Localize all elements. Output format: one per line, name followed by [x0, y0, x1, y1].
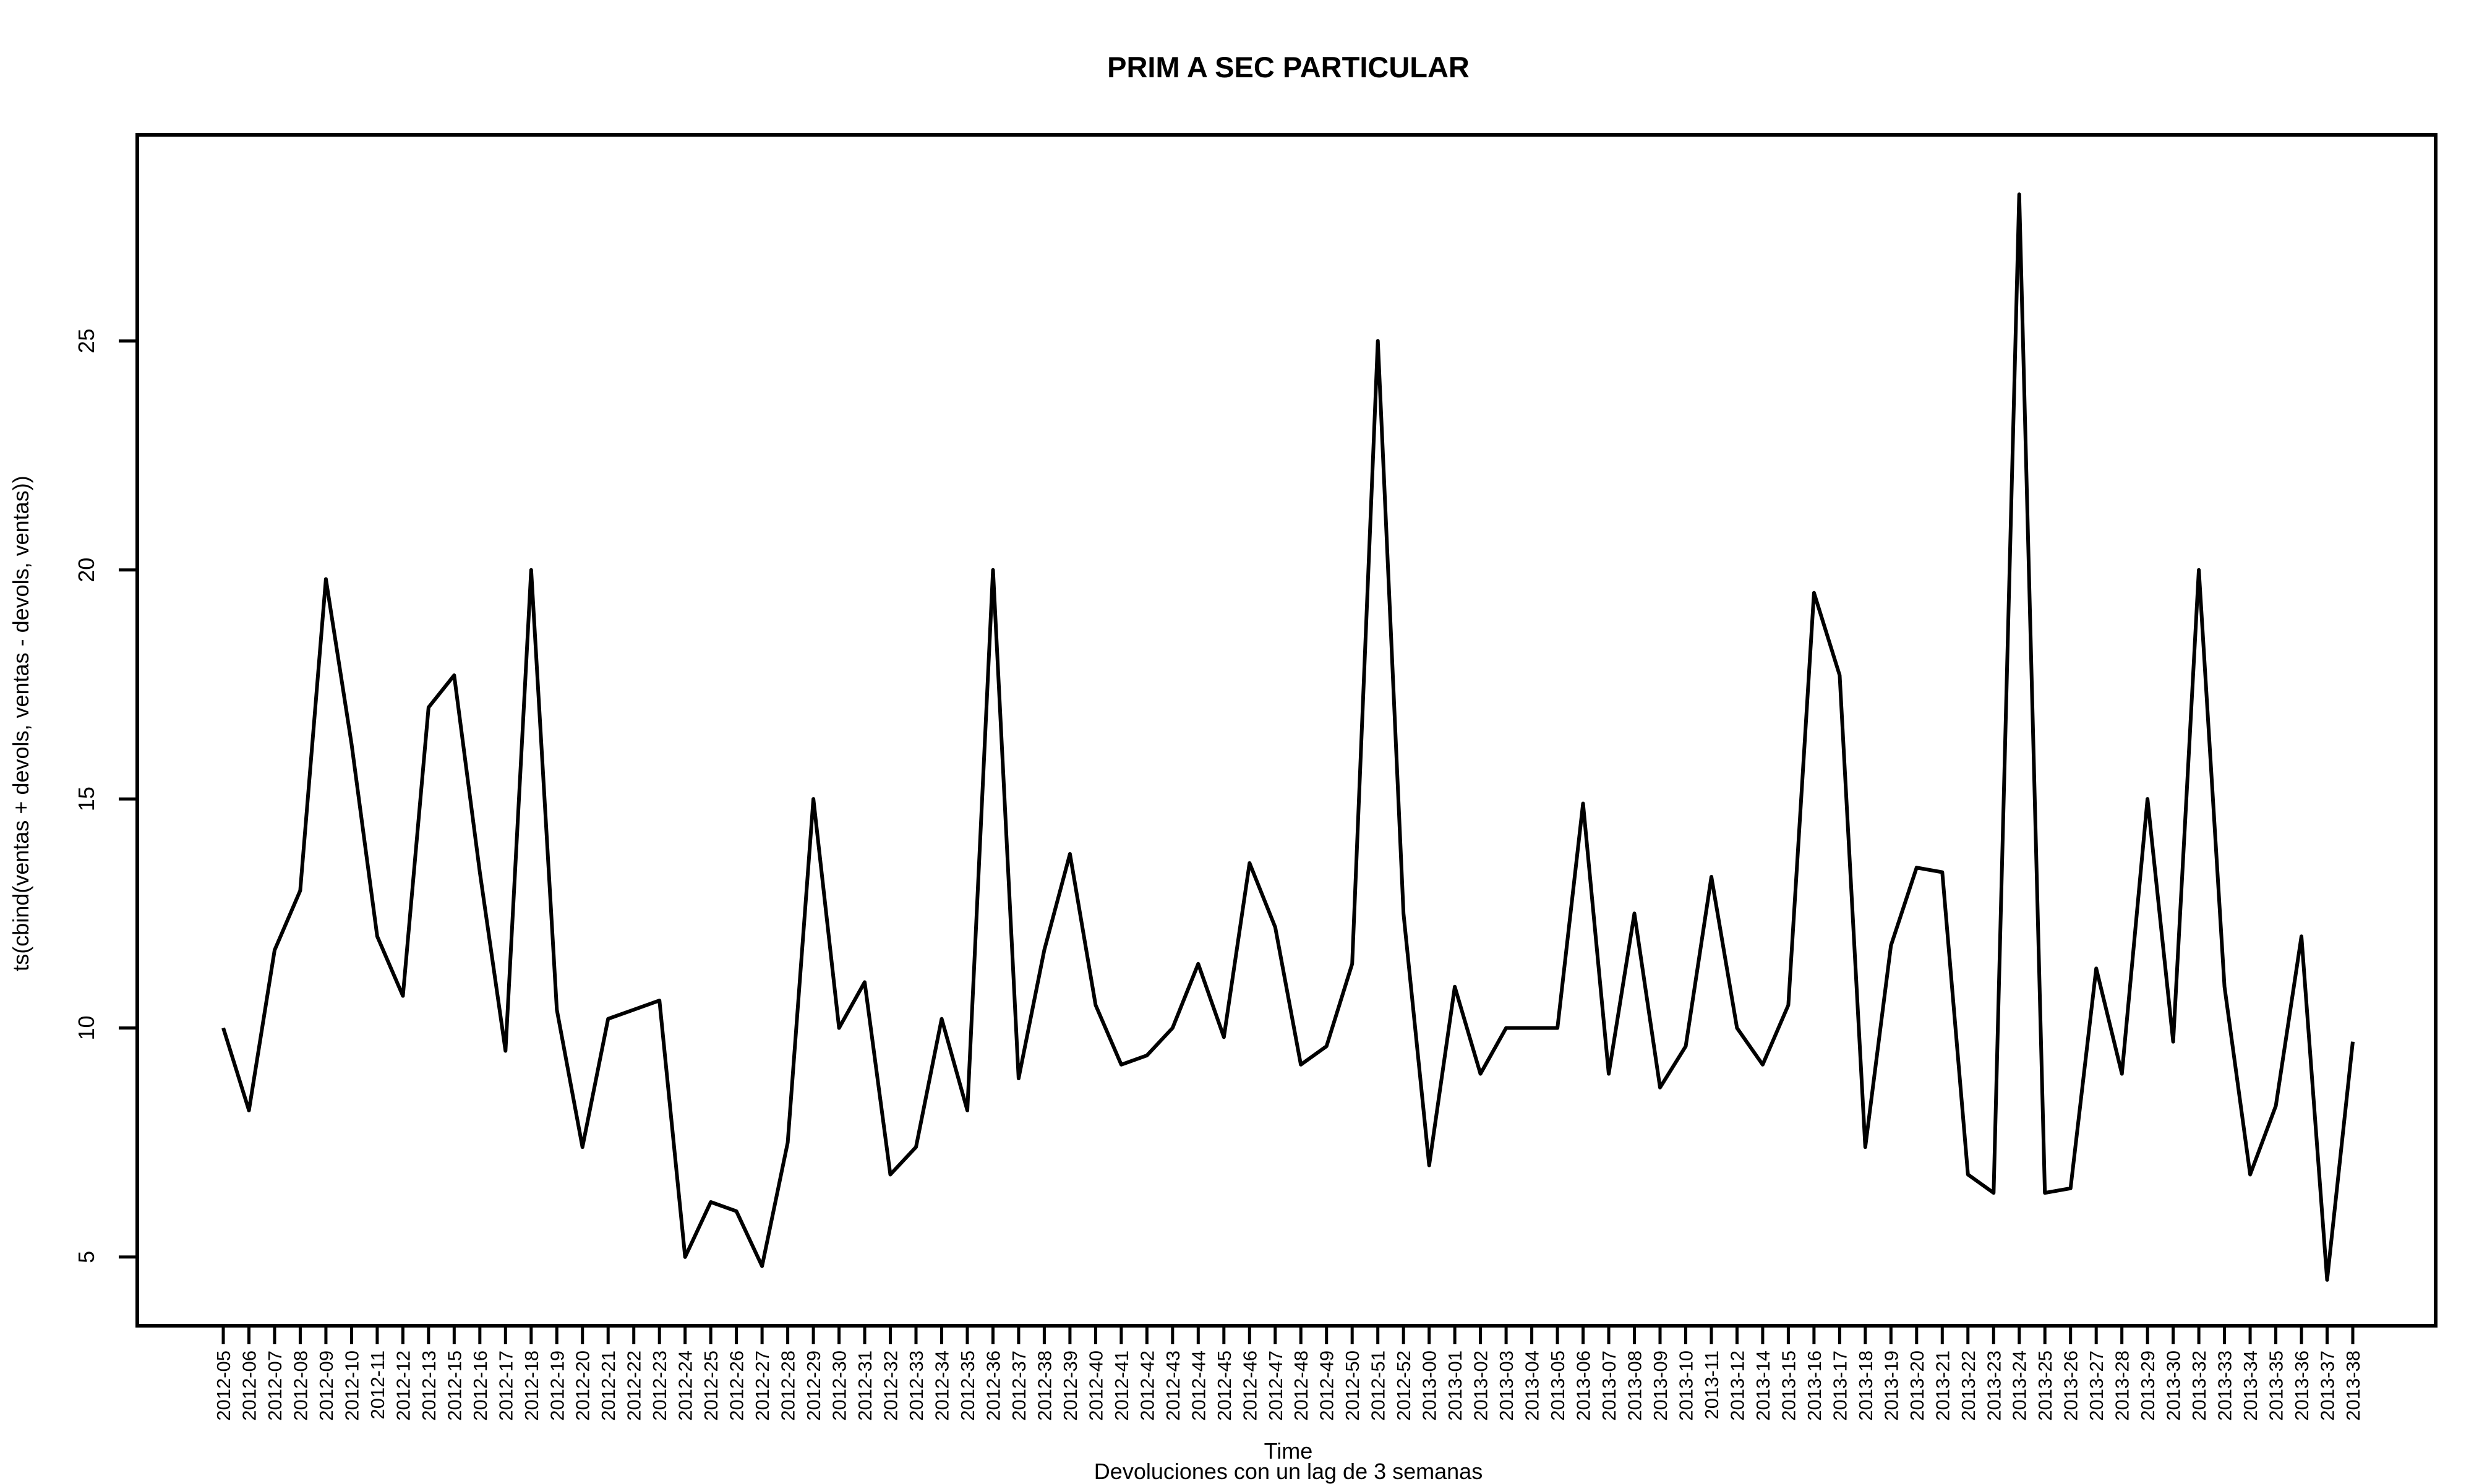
chart-subtitle: Devoluciones con un lag de 3 semanas	[1094, 1459, 1483, 1484]
x-tick-label: 2013-24	[2009, 1350, 2031, 1421]
x-tick-label: 2013-20	[1906, 1350, 1928, 1421]
x-tick-label: 2012-13	[418, 1350, 440, 1421]
x-tick-label: 2012-06	[239, 1350, 260, 1421]
x-tick-label: 2012-28	[777, 1350, 799, 1421]
x-tick-label: 2012-29	[803, 1350, 824, 1421]
x-tick-label: 2012-32	[880, 1350, 902, 1421]
x-tick-label: 2012-44	[1188, 1350, 1209, 1421]
x-tick-label: 2012-48	[1290, 1350, 1312, 1421]
x-tick-label: 2012-22	[623, 1350, 645, 1421]
x-tick-label: 2012-20	[572, 1350, 594, 1421]
x-tick-label: 2012-09	[315, 1350, 337, 1421]
x-tick-label: 2012-34	[931, 1350, 953, 1421]
x-tick-label: 2013-18	[1855, 1350, 1877, 1421]
x-tick-label: 2013-38	[2342, 1350, 2364, 1421]
x-tick-label: 2013-02	[1470, 1350, 1492, 1421]
x-tick-label: 2013-30	[2163, 1350, 2185, 1421]
x-axis-label: Time	[1264, 1438, 1313, 1464]
x-tick-label: 2012-21	[597, 1350, 619, 1421]
series-line	[221, 192, 2355, 1282]
x-axis: 2012-05 2012-06 2012-07 2012-08 2012-09 2012-…	[213, 1324, 2364, 1421]
x-tick-label: 2012-10	[341, 1350, 362, 1421]
x-tick-label: 2013-23	[1983, 1350, 2005, 1421]
x-tick-label: 2013-22	[1958, 1350, 1979, 1421]
x-tick-label: 2013-09	[1650, 1350, 1671, 1421]
x-tick-label: 2013-25	[2034, 1350, 2056, 1421]
x-tick-label: 2012-11	[367, 1350, 388, 1419]
x-tick-label: 2012-15	[443, 1350, 465, 1421]
x-tick-label: 2012-43	[1162, 1350, 1184, 1421]
x-tick-label: 2012-31	[854, 1350, 876, 1421]
x-tick-label: 2012-26	[726, 1350, 748, 1421]
plot-frame	[135, 133, 2438, 1328]
x-tick-label: 2012-50	[1342, 1350, 1363, 1421]
x-tick-label: 2013-15	[1778, 1350, 1799, 1421]
x-tick-label: 2013-00	[1419, 1350, 1440, 1421]
x-tick-label: 2013-29	[2137, 1350, 2159, 1421]
y-tick-label: 5	[74, 1251, 99, 1263]
x-tick-label: 2013-16	[1804, 1350, 1825, 1421]
x-tick-label: 2012-49	[1316, 1350, 1338, 1421]
x-tick-label: 2013-14	[1752, 1350, 1774, 1421]
x-tick-label: 2012-39	[1059, 1350, 1081, 1421]
x-tick-label: 2013-12	[1726, 1350, 1748, 1421]
x-tick-label: 2012-37	[1008, 1350, 1030, 1421]
x-tick-label: 2012-17	[495, 1350, 516, 1421]
x-tick-label: 2013-27	[2086, 1350, 2107, 1421]
x-tick-label: 2012-42	[1136, 1350, 1158, 1421]
x-tick-label: 2012-23	[649, 1350, 670, 1421]
x-tick-label: 2012-36	[983, 1350, 1004, 1421]
x-tick-label: 2013-19	[1880, 1350, 1902, 1421]
x-tick-label: 2013-33	[2214, 1350, 2236, 1421]
x-tick-label: 2013-17	[1829, 1350, 1851, 1421]
x-tick-label: 2012-46	[1239, 1350, 1261, 1421]
x-tick-label: 2013-04	[1522, 1350, 1543, 1421]
x-tick-label: 2012-08	[289, 1350, 311, 1421]
x-tick-label: 2012-52	[1393, 1350, 1415, 1421]
x-tick-label: 2012-33	[905, 1350, 927, 1421]
x-tick-label: 2012-40	[1085, 1350, 1106, 1421]
x-tick-label: 2013-36	[2291, 1350, 2313, 1421]
chart-title: PRIM A SEC PARTICULAR	[1107, 51, 1470, 83]
x-tick-label: 2013-01	[1444, 1350, 1466, 1421]
x-tick-label: 2012-47	[1265, 1350, 1286, 1421]
x-tick-label: 2012-07	[264, 1350, 286, 1421]
x-tick-label: 2012-12	[392, 1350, 414, 1421]
x-tick-label: 2012-38	[1034, 1350, 1055, 1421]
x-tick-label: 2013-10	[1676, 1350, 1697, 1421]
x-tick-label: 2013-08	[1624, 1350, 1646, 1421]
x-tick-label: 2013-05	[1547, 1350, 1569, 1421]
y-tick-label: 15	[74, 787, 99, 811]
x-tick-label: 2013-11	[1701, 1350, 1723, 1419]
x-tick-label: 2012-25	[700, 1350, 722, 1421]
x-tick-label: 2013-26	[2060, 1350, 2082, 1421]
y-axis-label: ts(cbind(ventas + devols, ventas - devol…	[8, 475, 33, 971]
y-axis: 5 10 15 20 25	[74, 328, 139, 1263]
x-tick-label: 2012-41	[1111, 1350, 1132, 1421]
x-tick-label: 2013-07	[1598, 1350, 1620, 1421]
x-tick-label: 2013-35	[2266, 1350, 2287, 1421]
x-tick-label: 2013-06	[1573, 1350, 1594, 1421]
x-tick-label: 2013-37	[2317, 1350, 2339, 1421]
y-tick-label: 25	[74, 328, 99, 353]
x-tick-label: 2012-16	[469, 1350, 491, 1421]
x-tick-label: 2012-24	[675, 1350, 696, 1421]
y-tick-label: 20	[74, 558, 99, 582]
x-tick-label: 2012-51	[1368, 1350, 1389, 1421]
x-tick-label: 2012-45	[1213, 1350, 1235, 1421]
y-tick-label: 10	[74, 1015, 99, 1040]
x-tick-label: 2013-21	[1932, 1350, 1953, 1421]
x-tick-label: 2013-32	[2188, 1350, 2210, 1421]
x-tick-label: 2013-34	[2240, 1350, 2261, 1421]
x-tick-label: 2013-28	[2112, 1350, 2133, 1421]
x-tick-label: 2012-19	[546, 1350, 568, 1421]
x-tick-label: 2012-18	[521, 1350, 542, 1421]
x-tick-label: 2012-30	[829, 1350, 850, 1421]
x-tick-label: 2012-35	[957, 1350, 978, 1421]
x-tick-label: 2012-27	[751, 1350, 773, 1421]
x-tick-label: 2012-05	[213, 1350, 234, 1421]
x-tick-label: 2013-03	[1496, 1350, 1517, 1421]
